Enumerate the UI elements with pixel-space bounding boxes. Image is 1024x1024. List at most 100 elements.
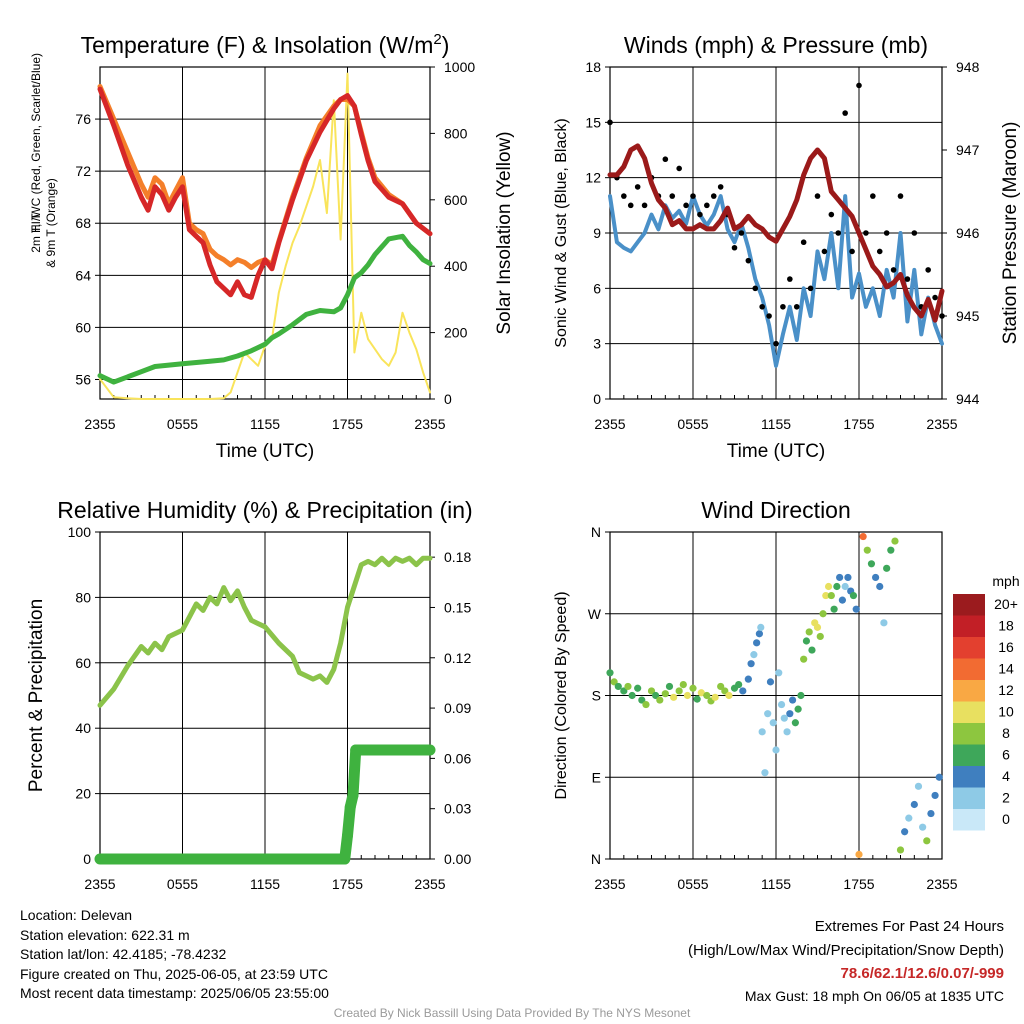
wind-direction-point: [772, 746, 780, 754]
wind-direction-point: [901, 828, 909, 836]
legend-swatch-4: [953, 680, 985, 702]
wind-direction-point: [624, 682, 632, 691]
wind-direction-point: [896, 846, 905, 854]
legend-swatch-9: [953, 787, 985, 809]
wind-direction-point: [638, 696, 646, 704]
gust-point: [807, 285, 814, 292]
gust-point: [780, 303, 786, 310]
wind-direction-point: [923, 837, 931, 845]
wind-direction-point: [755, 630, 764, 638]
gust-point: [773, 340, 779, 347]
rh-line: [97, 555, 433, 708]
wind-direction-point: [764, 710, 772, 718]
wind-direction-point: [786, 710, 794, 718]
temp-xtick-label-3: 1755: [332, 416, 363, 432]
wind-direction-point: [833, 582, 841, 591]
legend-label-3: 14: [998, 661, 1014, 677]
rh-ytick-label-4: 80: [75, 589, 91, 605]
wind-direction-point: [777, 700, 786, 709]
wind-ytick-label-3: 9: [593, 225, 601, 241]
wind-direction-point: [614, 682, 622, 691]
gust-point: [634, 184, 641, 190]
wind-direction-point: [642, 700, 650, 709]
wind-direction-point: [852, 605, 860, 613]
gust-point: [863, 230, 869, 236]
wind-direction-point: [841, 582, 849, 591]
gust-point: [697, 211, 703, 218]
credit-line: Created By Nick Bassill Using Data Provi…: [333, 1006, 691, 1020]
rh-xtick-label-3: 1755: [332, 876, 363, 892]
wind-xtick-label-4: 2355: [926, 416, 957, 432]
wind-direction-point: [935, 773, 943, 781]
legend-swatch-3: [953, 658, 985, 680]
rh-title: Relative Humidity (%) & Precipitation (i…: [57, 497, 472, 523]
temp-title: Temperature (F) & Insolation (W/m2): [81, 31, 450, 58]
temp-ylabel-line2: & 9m T (Orange): [44, 178, 58, 268]
gust-point: [835, 230, 842, 236]
temp-xtick-label-4: 2355: [414, 416, 445, 432]
wind-direction-point: [836, 573, 844, 582]
wind-direction-point: [725, 691, 733, 700]
gust-point: [800, 239, 807, 246]
wdir-ylabel: Direction (Colored By Speed): [553, 591, 570, 799]
wind-direction-point: [905, 814, 913, 822]
gust-point: [662, 156, 669, 163]
rh-xtick-label-4: 2355: [414, 876, 445, 892]
rh-y2tick-label-1: 0.03: [444, 801, 471, 817]
wind-direction-point: [819, 610, 827, 618]
wind-y2tick-label-0: 944: [956, 391, 980, 407]
rh-y2tick-label-2: 0.06: [444, 750, 471, 766]
wind-direction-point: [783, 728, 791, 736]
temp-ytick-label-0: 56: [75, 371, 91, 387]
wind-direction-point: [919, 823, 927, 831]
gust-point: [897, 193, 904, 199]
heat-index-line: [97, 233, 433, 385]
wind-ytick-label-1: 3: [593, 336, 601, 352]
gust-point: [759, 303, 765, 310]
precip-segment: [347, 744, 362, 801]
legend-swatch-1: [953, 615, 985, 637]
rh-xtick-label-0: 2355: [84, 876, 115, 892]
rh-y2tick-label-3: 0.09: [444, 700, 471, 716]
wind-direction-point: [610, 678, 618, 686]
wind-direction-point: [838, 596, 847, 604]
temp-y2tick-label-4: 800: [444, 125, 468, 141]
wdir-title: Wind Direction: [701, 497, 851, 523]
wind-y2tick-label-2: 946: [956, 225, 980, 241]
wdir-xtick-label-1: 0555: [677, 876, 708, 892]
wind-direction-point: [780, 714, 788, 722]
wind-xtick-label-1: 0555: [677, 416, 708, 432]
legend-swatch-10: [953, 809, 985, 831]
temp-y2tick-label-3: 600: [444, 192, 468, 208]
wind-direction-point: [822, 591, 830, 600]
temp-y2tick-label-5: 1000: [444, 59, 475, 75]
wind-direction-point: [859, 532, 867, 541]
wind-direction-point: [606, 669, 614, 677]
rh-ytick-label-0: 0: [83, 851, 91, 867]
wdir-ytick-label-0: N: [591, 851, 601, 867]
pressure-line: [607, 143, 945, 323]
wind-direction-point: [808, 646, 816, 654]
wind-direction-point: [887, 546, 895, 554]
rh-ytick-label-3: 60: [75, 655, 91, 671]
gust-point: [787, 276, 793, 282]
temp-xtick-label-2: 1155: [250, 416, 280, 432]
rh-xtick-label-1: 0555: [167, 876, 198, 892]
gust-point: [904, 276, 911, 282]
gust-point: [911, 230, 918, 236]
wind-direction-point: [634, 684, 642, 692]
temp-ytick-label-1: 60: [75, 319, 91, 335]
wind-direction-point: [791, 719, 799, 727]
wind-direction-point: [883, 564, 891, 572]
legend-swatch-7: [953, 744, 985, 766]
rh-y2tick-label-5: 0.15: [444, 599, 471, 615]
extremes-subtitle: (High/Low/Max Wind/Precipitation/Snow De…: [688, 942, 1004, 959]
wind-direction-point: [735, 681, 743, 689]
wind-ytick-label-2: 6: [593, 280, 601, 296]
extremes-values: 78.6/62.1/12.6/0.07/-999: [840, 965, 1004, 982]
wind-direction-point: [711, 693, 719, 701]
temp-xtick-label-0: 2355: [84, 416, 115, 432]
wind-direction-point: [656, 696, 664, 704]
temp-ytick-label-3: 68: [75, 215, 91, 231]
gust-point: [607, 119, 613, 126]
